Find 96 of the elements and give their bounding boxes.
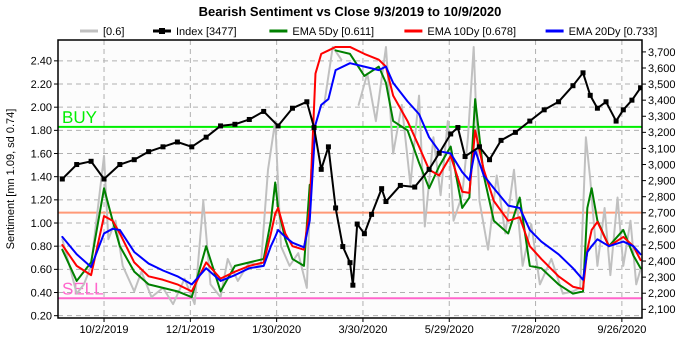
x-tick-label: 5/29/2020 xyxy=(424,324,474,336)
point xyxy=(326,144,331,150)
point xyxy=(527,118,532,124)
y-tick-label: 1.00 xyxy=(30,218,52,230)
legend-label: EMA 10Dy [0.678] xyxy=(427,26,516,38)
y-tick-label: 0.40 xyxy=(30,287,52,300)
y-tick-label: 1.80 xyxy=(30,125,52,138)
y2-tick-label: 3,000 xyxy=(648,159,676,172)
point xyxy=(318,166,324,172)
y2-tick-label: 3,500 xyxy=(648,78,676,91)
y-axis-title: Sentiment [mn 1.09, sd 0.74] xyxy=(5,108,17,250)
point xyxy=(246,116,252,122)
legend-label: [0.6] xyxy=(103,26,124,38)
x-tick-label: 9/26/2020 xyxy=(597,324,646,336)
point xyxy=(74,162,80,168)
point xyxy=(455,125,460,130)
point xyxy=(340,244,346,250)
y2-tick-label: 2,600 xyxy=(648,224,676,236)
point xyxy=(588,92,593,98)
legend-label: Index [3477] xyxy=(176,26,237,38)
y2-tick-label: 2,700 xyxy=(648,208,676,220)
point xyxy=(629,98,634,103)
point xyxy=(276,123,281,128)
point xyxy=(348,260,352,266)
point xyxy=(512,130,518,135)
y-tick-label: 2.20 xyxy=(30,78,52,91)
y2-tick-label: 2,800 xyxy=(648,192,676,204)
point xyxy=(570,83,576,88)
point xyxy=(614,118,619,124)
point xyxy=(174,140,180,144)
point xyxy=(476,144,482,150)
point xyxy=(189,144,194,150)
y2-tick-label: 2,500 xyxy=(648,240,676,252)
point xyxy=(60,176,65,182)
ref-line-label: BUY xyxy=(62,108,97,127)
point xyxy=(160,144,166,150)
y-tick-label: 1.20 xyxy=(30,194,52,207)
y2-tick-label: 3,200 xyxy=(648,127,676,140)
y-tick-label: 1.40 xyxy=(30,172,52,184)
point xyxy=(383,199,388,204)
x-tick-label: 7/28/2020 xyxy=(511,324,560,336)
point xyxy=(88,158,94,164)
point xyxy=(204,134,209,140)
y2-tick-label: 2,400 xyxy=(648,256,676,268)
y-tick-label: 0.20 xyxy=(30,310,52,323)
point xyxy=(218,123,224,128)
point xyxy=(426,166,432,172)
x-tick-label: 12/1/2019 xyxy=(166,324,215,336)
point xyxy=(498,138,504,143)
y-tick-label: 1.60 xyxy=(30,148,52,160)
point xyxy=(146,149,152,154)
y2-tick-label: 3,400 xyxy=(648,95,676,108)
point xyxy=(304,99,310,104)
y-tick-label: 2.00 xyxy=(30,102,52,114)
point xyxy=(102,176,107,182)
point xyxy=(448,131,454,136)
point xyxy=(333,205,338,210)
y2-tick-label: 3,700 xyxy=(648,46,676,59)
point xyxy=(487,157,492,162)
x-tick-label: 1/30/2020 xyxy=(252,324,302,336)
y2-tick-label: 2,100 xyxy=(648,304,676,316)
point xyxy=(580,70,586,76)
x-tick-label: 10/2/2019 xyxy=(80,324,128,336)
point xyxy=(232,122,238,127)
y2-tick-label: 3,600 xyxy=(648,62,676,75)
point xyxy=(604,99,609,104)
x-tick-label: 3/30/2020 xyxy=(338,324,388,336)
point xyxy=(620,107,626,112)
point xyxy=(132,157,137,162)
point xyxy=(556,99,562,104)
point xyxy=(436,150,442,156)
y-tick-label: 2.40 xyxy=(30,56,52,68)
point xyxy=(542,107,547,112)
y2-tick-label: 2,300 xyxy=(648,272,676,284)
point xyxy=(398,182,403,188)
y2-tick-label: 3,100 xyxy=(648,143,676,156)
y2-tick-label: 2,900 xyxy=(648,175,676,188)
point xyxy=(594,106,600,111)
y2-tick-label: 2,200 xyxy=(648,288,676,300)
point xyxy=(412,184,418,190)
point xyxy=(312,125,317,130)
point xyxy=(354,222,360,227)
point xyxy=(362,231,367,236)
point xyxy=(379,186,384,192)
point xyxy=(117,162,122,168)
chart-title: Bearish Sentiment vs Close 9/3/2019 to 10/9/2020 xyxy=(198,4,502,19)
point xyxy=(369,212,374,217)
y-tick-label: 0.80 xyxy=(30,241,52,254)
point xyxy=(350,282,356,288)
point xyxy=(290,106,295,111)
point xyxy=(462,154,468,159)
legend-label: EMA 5Dy [0.611] xyxy=(292,26,374,38)
legend-label: EMA 20Dy [0.733] xyxy=(568,26,658,38)
y-tick-label: 0.60 xyxy=(30,264,52,276)
y2-tick-label: 3,300 xyxy=(648,111,676,124)
point xyxy=(261,108,266,114)
